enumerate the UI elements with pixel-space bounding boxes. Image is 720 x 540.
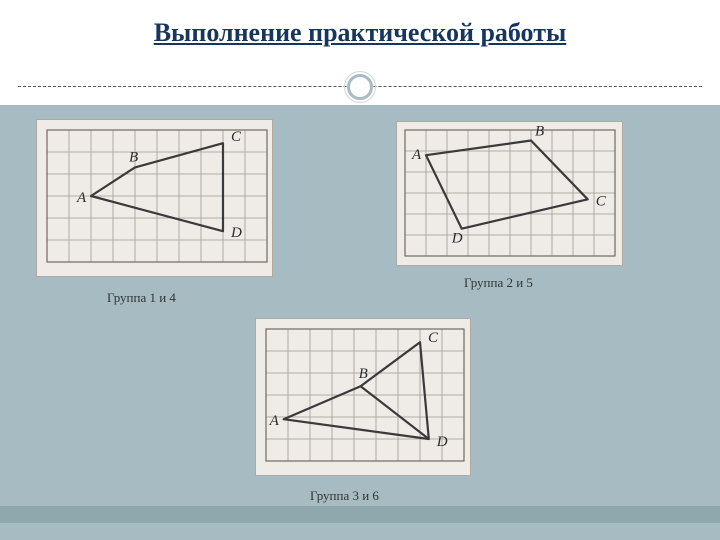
bottom-bar (0, 506, 720, 523)
figure-group-1-4: A B C D (36, 119, 273, 277)
page-title: Выполнение практической работы (0, 18, 720, 48)
caption-group-3-6: Группа 3 и 6 (310, 488, 379, 504)
caption-group-2-5: Группа 2 и 5 (464, 275, 533, 291)
svg-text:D: D (436, 434, 448, 450)
figure-group-2-5: A B C D (396, 121, 623, 266)
svg-text:C: C (428, 330, 439, 346)
figure-group-3-6: A B C D (255, 318, 471, 476)
slide: Выполнение практической работы A B C D Груп… (0, 0, 720, 540)
svg-text:A: A (76, 190, 87, 206)
svg-text:B: B (359, 366, 368, 382)
content-area: A B C D Группа 1 и 4 A B C D Группа 2 и 5 A B C D… (0, 105, 720, 523)
caption-group-1-4: Группа 1 и 4 (107, 290, 176, 306)
svg-text:D: D (451, 231, 463, 247)
svg-text:B: B (129, 149, 138, 165)
divider-circle-icon (347, 74, 373, 100)
svg-text:A: A (269, 413, 280, 429)
svg-text:B: B (535, 124, 544, 140)
svg-text:A: A (411, 147, 422, 163)
svg-text:D: D (230, 225, 242, 241)
svg-text:C: C (231, 129, 242, 145)
svg-text:C: C (596, 193, 607, 209)
header-area: Выполнение практической работы (0, 0, 720, 105)
